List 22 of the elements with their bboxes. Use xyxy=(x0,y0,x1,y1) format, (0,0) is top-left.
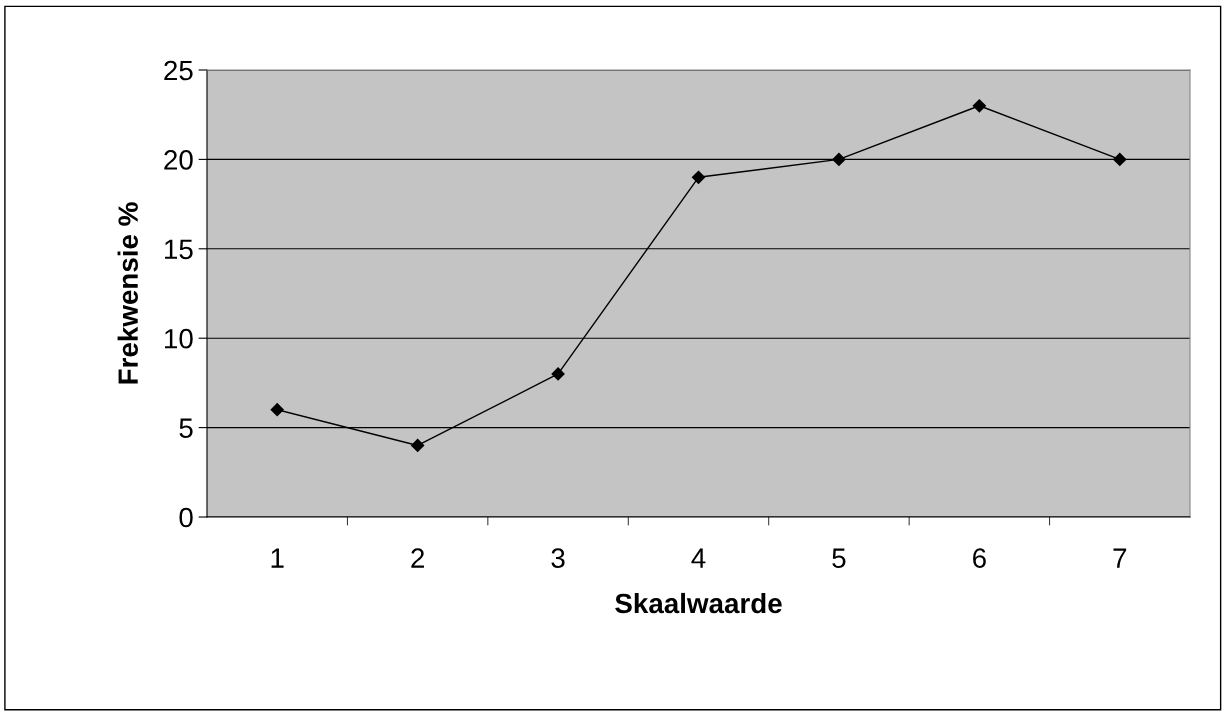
x-tick-label: 3 xyxy=(551,548,565,568)
point xyxy=(1113,152,1127,166)
point xyxy=(551,367,565,381)
x-tick-label: 2 xyxy=(411,548,424,568)
x-tick-label: 6 xyxy=(973,548,986,568)
x-tick-label: 5 xyxy=(832,548,846,568)
point xyxy=(972,99,986,113)
y-tick-label: 5 xyxy=(179,418,193,438)
point xyxy=(832,152,846,166)
x-tick-label: 1 xyxy=(271,548,284,568)
point xyxy=(411,438,425,453)
x-tick-label: 7 xyxy=(1113,548,1127,568)
y-tick-label: 0 xyxy=(179,507,193,528)
point xyxy=(691,170,706,184)
x-axis-title: Skaalwaarde xyxy=(615,592,782,614)
y-tick-label: 10 xyxy=(165,328,193,349)
y-tick-label: 15 xyxy=(165,239,193,260)
point xyxy=(270,403,284,417)
y-tick-label: 20 xyxy=(164,150,193,170)
x-tick-label: 4 xyxy=(691,548,706,568)
y-axis-title: Frekwensie % xyxy=(117,202,138,384)
y-tick-label: 25 xyxy=(164,60,193,81)
